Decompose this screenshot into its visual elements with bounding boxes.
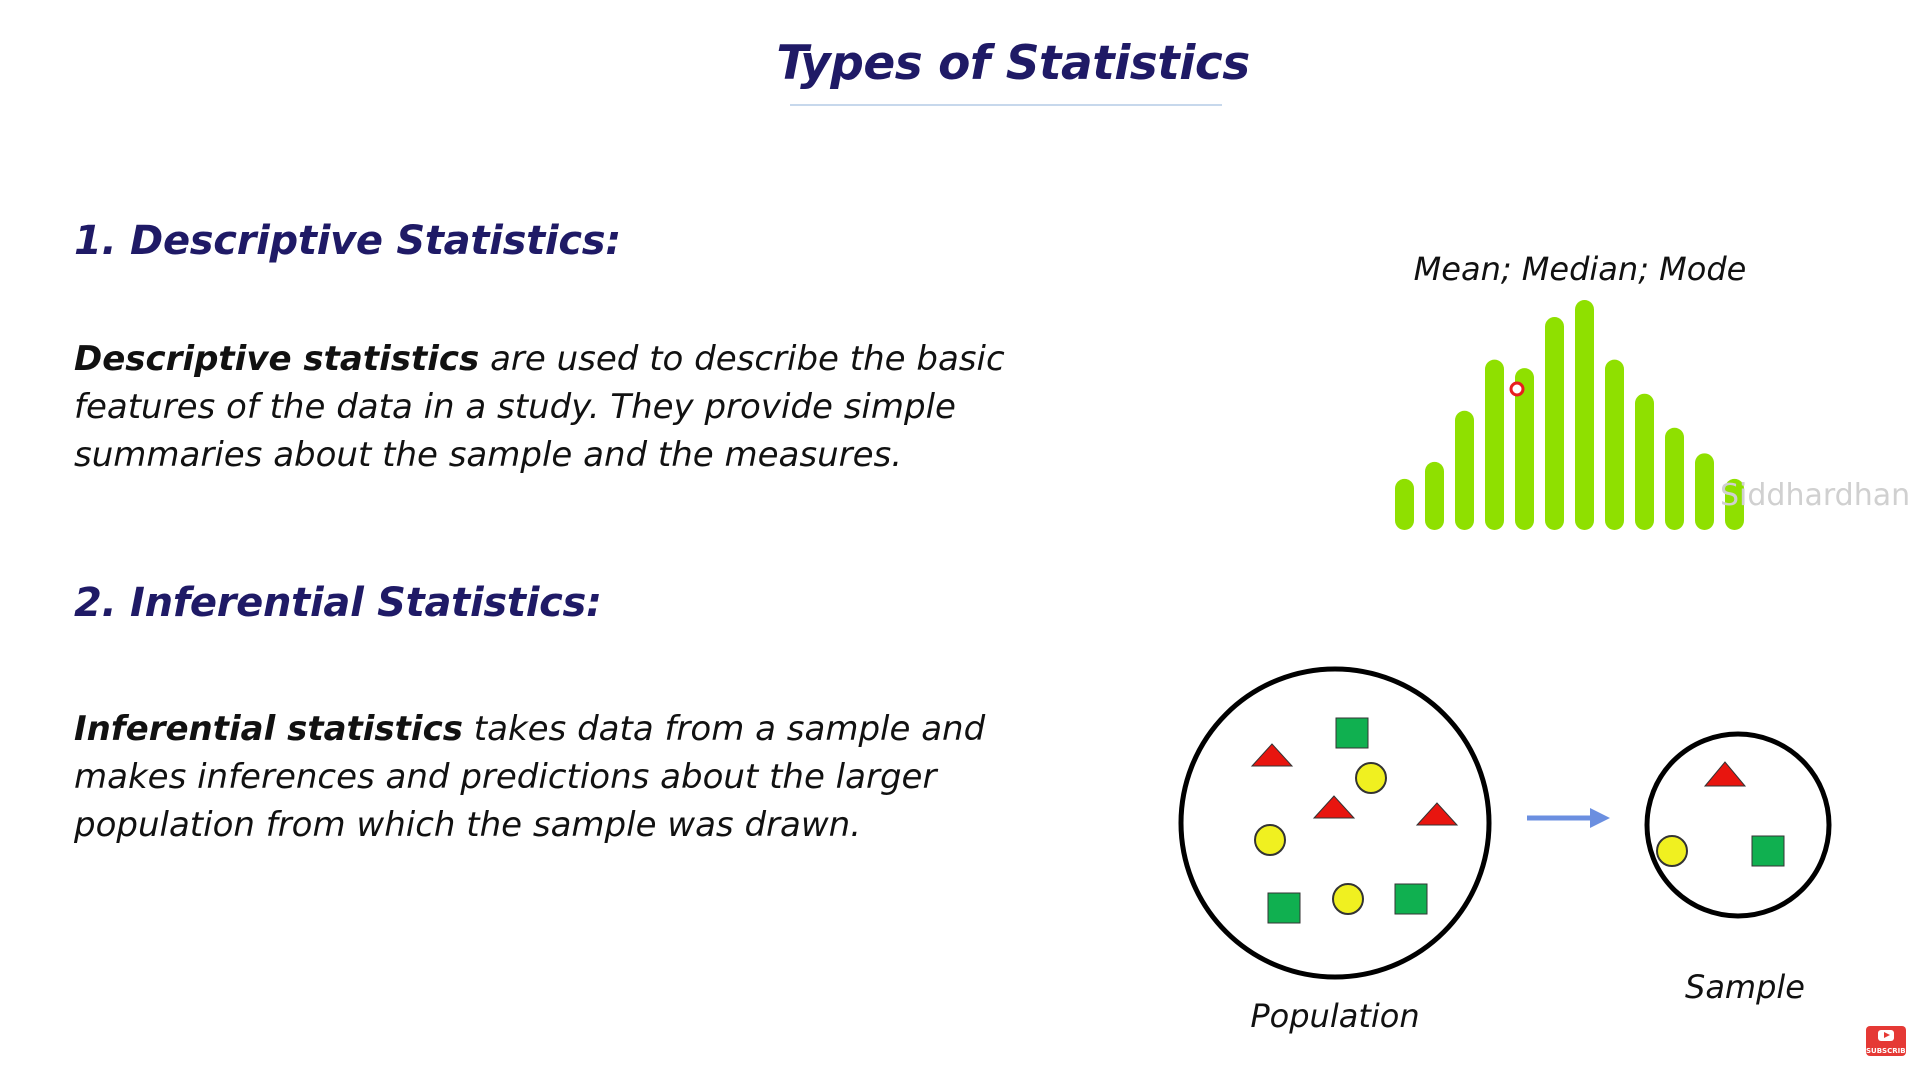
triangle-shape xyxy=(1312,795,1356,819)
circle-shape xyxy=(1355,762,1387,794)
square-shape xyxy=(1267,892,1301,924)
circle-shape xyxy=(1656,835,1688,867)
title-underline xyxy=(790,104,1222,106)
distribution-bar xyxy=(1485,359,1504,530)
population-label: Population xyxy=(1250,997,1420,1035)
triangle-shape xyxy=(1250,743,1294,767)
distribution-bar xyxy=(1515,368,1534,530)
distribution-bar xyxy=(1455,410,1474,530)
slide-title: Types of Statistics xyxy=(776,36,1250,91)
circle-shape xyxy=(1332,883,1364,915)
descriptive-heading: 1. Descriptive Statistics: xyxy=(74,218,621,264)
inferential-paragraph: Inferential statistics takes data from a… xyxy=(74,705,1104,849)
subscribe-text: SUBSCRIBE xyxy=(1866,1047,1911,1055)
subscribe-button[interactable]: SUBSCRIBE xyxy=(1866,1026,1911,1056)
watermark: Siddhardhan xyxy=(1720,478,1911,513)
descriptive-text: are used to describe the basic features … xyxy=(74,339,1005,475)
distribution-bar xyxy=(1545,317,1564,530)
square-shape xyxy=(1751,835,1785,867)
inferential-text: takes data from a sample and makes infer… xyxy=(74,709,986,845)
sample-circle xyxy=(1644,731,1832,919)
square-shape xyxy=(1335,717,1369,749)
triangle-shape xyxy=(1703,761,1747,787)
distribution-bar xyxy=(1635,393,1654,530)
distribution-bar xyxy=(1695,453,1714,530)
inferential-heading: 2. Inferential Statistics: xyxy=(74,580,602,626)
population-circle xyxy=(1178,666,1492,980)
distribution-bars xyxy=(1395,300,1744,530)
descriptive-term: Descriptive statistics xyxy=(74,339,480,379)
distribution-bar xyxy=(1605,359,1624,530)
sample-label: Sample xyxy=(1685,968,1805,1006)
distribution-bar xyxy=(1725,478,1744,530)
square-shape xyxy=(1394,883,1428,915)
chart-label: Mean; Median; Mode xyxy=(1413,250,1747,288)
cursor-dot-icon xyxy=(1509,381,1525,397)
descriptive-paragraph: Descriptive statistics are used to descr… xyxy=(74,335,1104,479)
distribution-bar xyxy=(1575,300,1594,530)
distribution-bar xyxy=(1425,461,1444,530)
triangle-shape xyxy=(1415,802,1459,826)
inferential-term: Inferential statistics xyxy=(74,709,463,749)
circle-shape xyxy=(1254,824,1286,856)
play-icon xyxy=(1878,1030,1894,1041)
arrow-head xyxy=(1590,808,1610,828)
distribution-bar xyxy=(1665,427,1684,530)
distribution-bar xyxy=(1395,478,1414,530)
